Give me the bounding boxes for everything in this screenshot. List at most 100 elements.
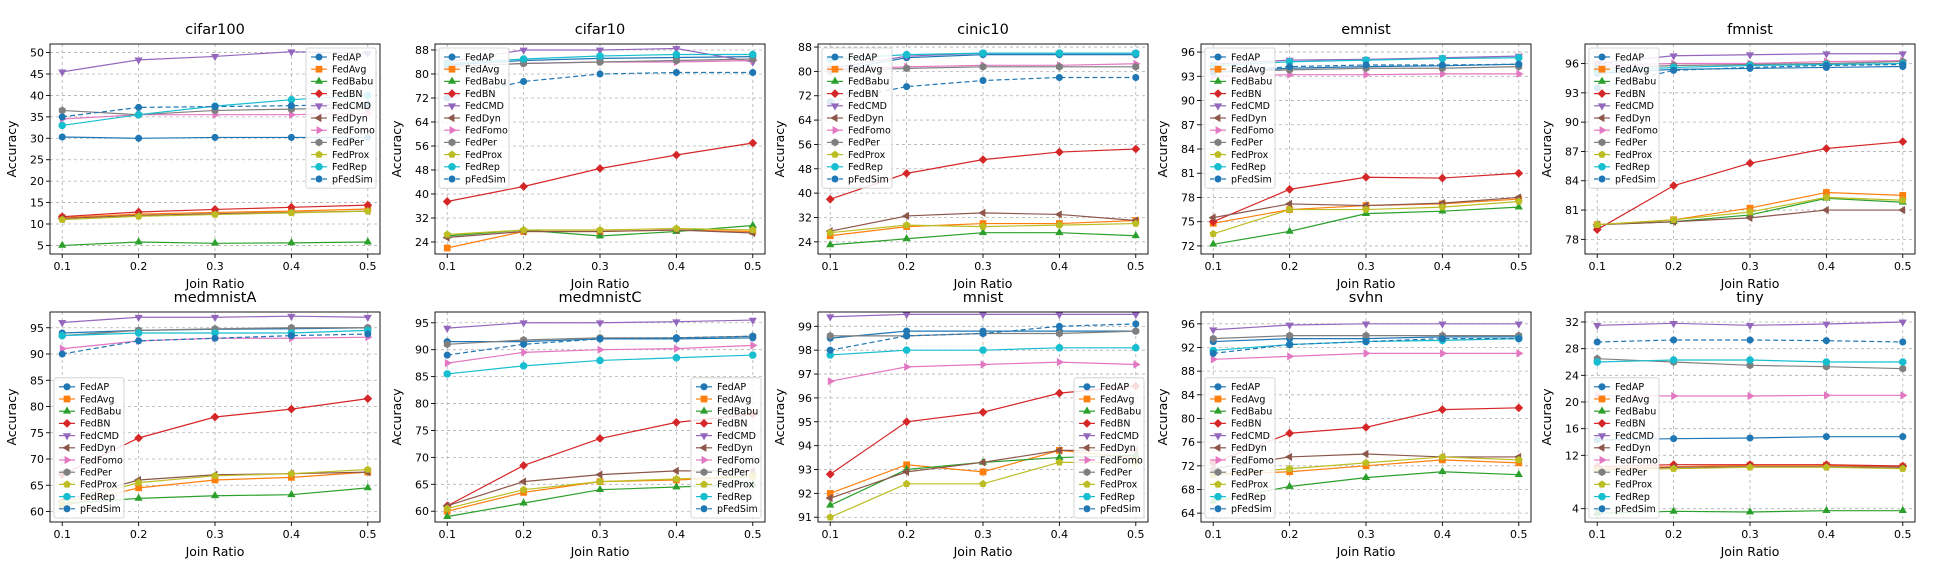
x-tick-label: 0.5 [1894,260,1912,273]
data-point-pFedSim [1362,338,1370,346]
series-FedFomo [1210,349,1524,364]
data-point-FedCMD [1898,51,1907,59]
y-tick-label: 93 [1565,87,1579,100]
y-tick-label: 96 [1565,58,1579,71]
data-point-FedBabu [134,493,143,501]
legend-marker [699,433,709,441]
legend-entry-FedRep: FedRep [80,492,115,503]
legend-entry-FedProx: FedProx [80,480,118,491]
data-point-FedAP [211,133,219,141]
data-point-FedCMD [1514,321,1523,329]
data-point-FedFomo [1363,349,1371,358]
data-point-FedCMD [58,69,67,77]
legend-entry-FedBN: FedBN [332,89,362,100]
data-point-FedRep [672,50,681,59]
data-point-FedRep [1593,358,1601,366]
data-point-pFedSim [1899,60,1907,69]
data-point-FedCMD [1593,322,1602,331]
subplot-cifar10: 0.1 0.2 0.3 0.4 0.5 24 32 40 48 56 64 72 80 88 cifar10… [389,22,766,291]
legend-marker [1597,433,1607,441]
data-point-FedRep [1055,49,1064,57]
data-point-FedBN [519,461,528,470]
y-tick-label: 24 [1565,369,1579,382]
data-point-FedProx [1438,452,1447,461]
data-point-FedCMD [58,320,67,328]
legend-entry-FedAvg: FedAvg [1615,394,1649,405]
data-point-FedCMD [1055,312,1064,320]
legend-entry-FedBabu: FedBabu [717,407,758,418]
legend-marker [448,150,456,158]
data-point-FedBabu [1209,239,1218,247]
data-point-FedAP [1822,433,1830,441]
legend-marker [62,419,72,428]
legend-entry-FedProx: FedProx [1615,480,1653,491]
legend-marker [315,150,323,158]
data-point-FedProx [1285,464,1294,472]
chart-title: mnist [963,290,1004,306]
y-tick-label: 84 [1181,389,1195,402]
legend-marker [62,433,72,441]
legend-entry-FedBabu: FedBabu [848,77,889,88]
legend-marker [1598,163,1606,171]
x-tick-label: 0.2 [130,528,148,541]
data-point-pFedSim [1362,61,1370,69]
legend-box [1204,377,1276,519]
chart-title: cinic10 [957,22,1009,38]
legend-box [821,47,893,189]
data-point-FedRep [519,55,528,63]
data-point-FedFomo [1824,391,1832,400]
legend-box [1588,47,1660,189]
data-point-pFedSim [287,102,295,110]
legend-entry-pFedSim: pFedSim [80,504,121,515]
legend-marker [447,89,457,98]
legend-marker [64,455,72,465]
legend-marker [830,76,840,84]
data-point-FedProx [363,465,372,473]
y-tick-label: 24 [798,236,812,249]
data-point-FedRep [134,111,143,119]
legend-entry-FedProx: FedProx [1231,150,1269,161]
legend-marker [832,126,840,135]
y-tick-label: 32 [798,211,812,224]
data-point-FedProx [1593,220,1602,228]
legend-marker [1215,126,1223,135]
series-pFedSim [1593,336,1907,346]
legend-entry-FedCMD: FedCMD [465,101,504,112]
subplot-svhn: 0.1 0.2 0.3 0.4 0.5 64 68 72 76 80 84 88 92 96 svhn Joi… [1155,290,1532,559]
legend-entry-pFedSim: pFedSim [1231,504,1272,515]
data-point-pFedSim [520,340,528,348]
x-tick-label: 0.1 [438,260,456,273]
legend-marker [1083,480,1091,488]
data-point-FedProx [1514,455,1523,464]
data-point-FedCMD [443,325,452,333]
data-point-FedBN [1055,147,1064,157]
data-point-FedCMD [1822,51,1831,59]
y-tick-label: 5 [37,239,44,252]
legend-entry-FedDyn: FedDyn [848,113,884,124]
data-point-FedRep [979,346,987,354]
legend-entry-FedBN: FedBN [717,419,747,430]
x-tick-label: 0.3 [1741,528,1759,541]
legend-entry-FedAvg: FedAvg [332,65,366,76]
legend-entry-FedProx: FedProx [1231,480,1269,491]
x-axis-label: Join Ratio [570,276,630,291]
data-point-FedBN [825,469,835,479]
data-point-pFedSim [979,329,987,338]
data-point-FedRep [1899,358,1907,366]
legend-entry-FedProx: FedProx [848,150,886,161]
legend-entry-pFedSim: pFedSim [1615,174,1656,185]
legend-marker [63,492,71,501]
data-point-FedBN [672,150,681,160]
legend-entry-FedPer: FedPer [1231,468,1263,479]
y-tick-label: 12 [1565,449,1579,462]
x-tick-label: 0.4 [1434,528,1452,541]
data-point-FedProx [134,478,143,486]
legend-entry-FedRep: FedRep [1231,162,1266,173]
y-tick-label: 96 [798,392,812,405]
y-axis-label: Accuracy [389,388,404,446]
legend-entry-FedRep: FedRep [1231,492,1266,503]
chart-title: tiny [1736,290,1764,306]
